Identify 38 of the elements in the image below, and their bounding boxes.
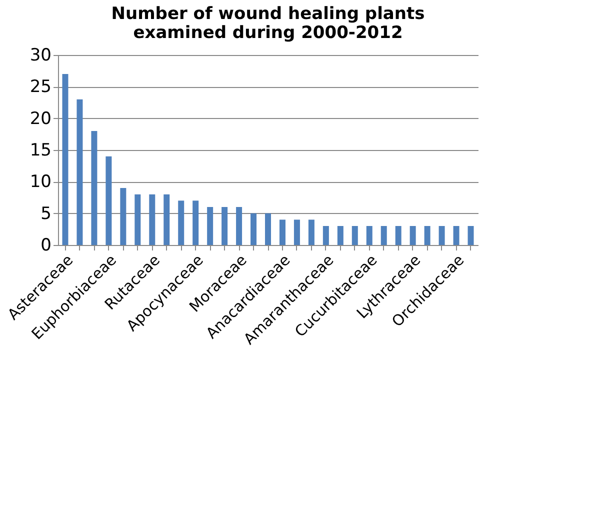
bar — [468, 226, 474, 245]
bar — [106, 156, 112, 245]
bar — [265, 213, 271, 245]
bar — [337, 226, 344, 245]
bar — [395, 226, 402, 245]
bar — [322, 226, 329, 245]
bar — [366, 226, 372, 245]
y-tick-label: 15 — [30, 140, 52, 160]
text: examined during 2000-2012 — [133, 23, 403, 43]
bar — [134, 194, 141, 245]
bar — [236, 207, 242, 245]
bar — [279, 220, 286, 245]
bar — [164, 194, 170, 245]
bar — [76, 99, 83, 245]
bar — [294, 220, 300, 245]
y-tick-label: 30 — [30, 46, 52, 66]
y-tick-label: 20 — [30, 108, 52, 129]
bar — [120, 188, 126, 245]
bar — [178, 200, 184, 245]
bar — [250, 213, 257, 245]
y-tick-label: 5 — [40, 204, 52, 224]
bar — [192, 200, 199, 245]
text: Number of wound healing plants — [111, 4, 425, 24]
y-tick-label: 0 — [40, 236, 52, 256]
bar — [438, 226, 445, 245]
bar — [308, 220, 314, 245]
bar — [207, 207, 214, 245]
bar — [380, 226, 387, 245]
bar — [424, 226, 430, 245]
y-tick-label: 25 — [30, 77, 52, 98]
y-tick-label: 10 — [30, 172, 52, 192]
bar — [149, 194, 156, 245]
bar — [91, 131, 98, 245]
bar — [410, 226, 416, 245]
bar — [453, 226, 460, 245]
bar — [352, 226, 358, 245]
bar — [222, 207, 228, 245]
bar — [62, 74, 68, 245]
